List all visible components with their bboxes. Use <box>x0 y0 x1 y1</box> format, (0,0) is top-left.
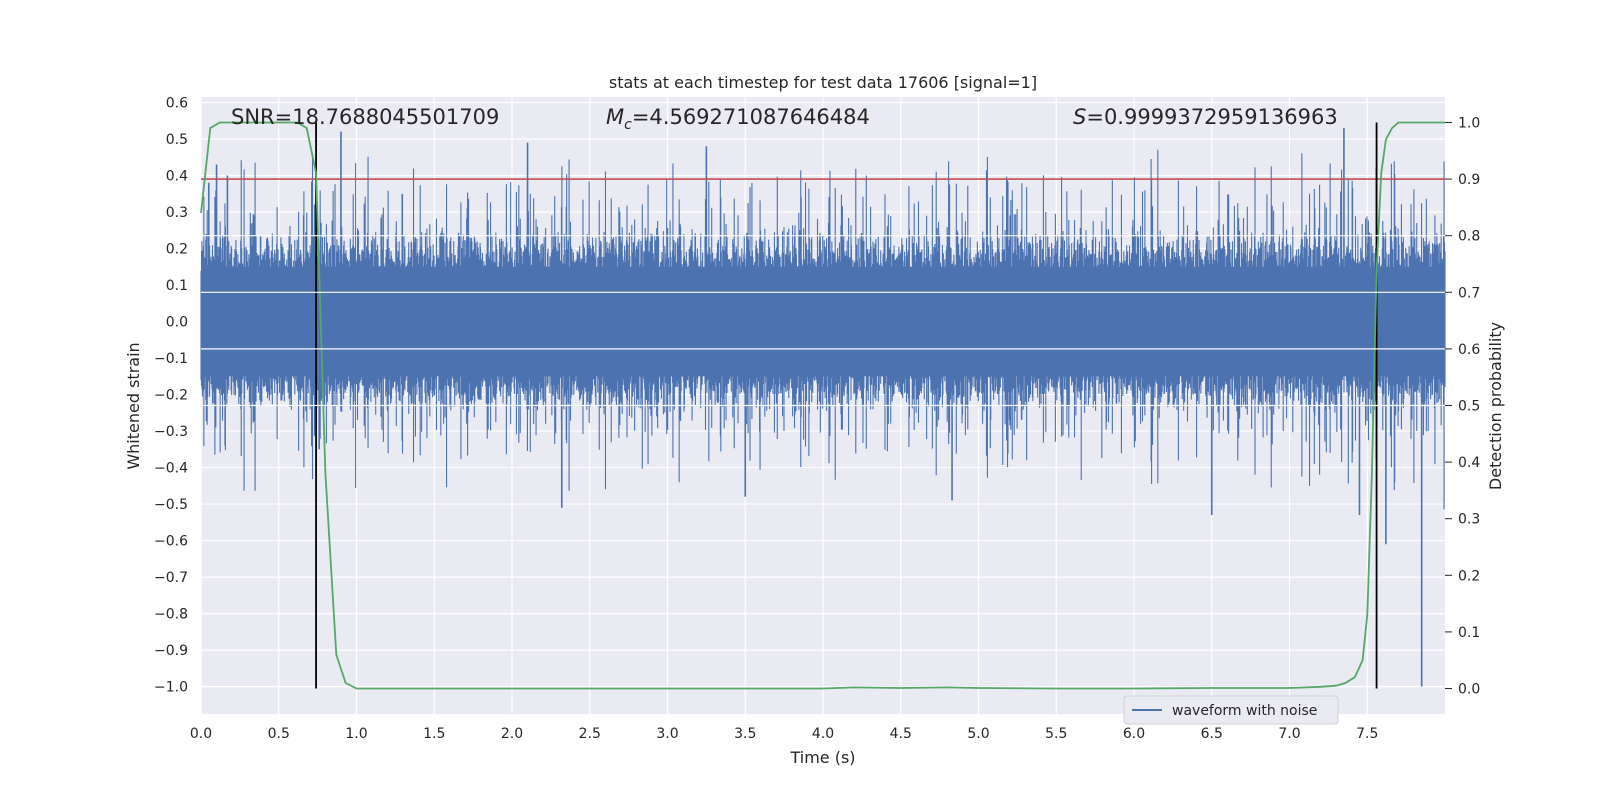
y-right-tick-label: 0.3 <box>1458 512 1480 528</box>
right-axis-gridlines <box>201 235 1445 407</box>
y-right-tick-label: 1.0 <box>1458 115 1480 131</box>
y-right-tick-label: 0.2 <box>1458 568 1480 584</box>
y-left-tick-label: 0.2 <box>166 242 188 258</box>
x-tick-label: 5.0 <box>967 726 989 742</box>
y-left-axis-label: Whitened strain <box>124 342 143 469</box>
x-tick-label: 4.0 <box>812 726 834 742</box>
significance-symbol: S <box>1073 105 1086 129</box>
x-tick-label: 7.0 <box>1278 726 1300 742</box>
x-tick-label: 6.0 <box>1123 726 1145 742</box>
y-left-tick-label: 0.3 <box>166 205 188 221</box>
waveform-core-band <box>201 266 1445 377</box>
y-left-tick-label: 0.5 <box>166 132 188 148</box>
x-tick-label: 3.5 <box>734 726 756 742</box>
x-tick-label: 5.5 <box>1045 726 1067 742</box>
y-right-tick-label: 0.4 <box>1458 455 1480 471</box>
y-right-tick-label: 0.8 <box>1458 229 1480 245</box>
y-left-tick-label: −0.5 <box>154 497 188 513</box>
y-left-tick-label: 0.0 <box>166 315 188 331</box>
chirp-mass-annotation: Mc=4.569271087646484 <box>606 105 870 133</box>
y-left-tick-label: −0.4 <box>154 461 188 477</box>
y-left-tick-label: −0.6 <box>154 534 188 550</box>
x-tick-label: 3.0 <box>656 726 678 742</box>
x-tick-label: 1.5 <box>423 726 445 742</box>
y-right-tick-label: 0.5 <box>1458 399 1480 415</box>
y-right-tick-label: 0.6 <box>1458 342 1480 358</box>
y-left-tick-label: 0.6 <box>166 95 188 111</box>
probability-line <box>200 121 1445 690</box>
x-tick-label: 2.0 <box>501 726 523 742</box>
x-tick-label: 7.5 <box>1356 726 1378 742</box>
x-axis-ticks: 0.0 0.5 1.0 1.5 2.0 2.5 3.0 3.5 4.0 4.5 5.0 5.5 6.0 6… <box>190 726 1379 742</box>
chirp-mass-symbol: M <box>606 105 624 129</box>
significance-value: =0.9999372959136963 <box>1086 105 1337 129</box>
y-left-tick-label: −0.8 <box>154 607 188 623</box>
y-left-tick-label: 0.1 <box>166 278 188 294</box>
y-right-tick-label: 0.9 <box>1458 172 1480 188</box>
y-right-tick-label: 0.0 <box>1458 682 1480 698</box>
snr-annotation: SNR=18.7688045501709 <box>231 105 499 129</box>
legend: waveform with noise <box>1123 695 1339 725</box>
x-tick-label: 6.5 <box>1201 726 1223 742</box>
legend-label-waveform: waveform with noise <box>1172 703 1317 719</box>
y-left-tick-label: −0.7 <box>154 570 188 586</box>
x-tick-label: 4.5 <box>890 726 912 742</box>
y-left-axis-ticks: 0.6 0.5 0.4 0.3 0.2 0.1 0.0 −0.1 −0.2 −0.3 −0.4 −0.… <box>154 95 188 695</box>
x-axis-label: Time (s) <box>789 748 855 767</box>
y-right-axis-label: Detection probability <box>1486 322 1505 490</box>
x-tick-label: 0.0 <box>190 726 212 742</box>
y-right-tick-label: 0.7 <box>1458 285 1480 301</box>
y-right-tick-label: 0.1 <box>1458 625 1480 641</box>
x-tick-label: 2.5 <box>579 726 601 742</box>
significance-annotation: S=0.9999372959136963 <box>1073 105 1338 129</box>
y-right-axis-ticks: 1.0 0.9 0.8 0.7 0.6 0.5 0.4 0.3 0.2 0.1 0.0 <box>1445 115 1480 698</box>
waveform-series <box>200 128 1446 687</box>
y-left-tick-label: −0.2 <box>154 388 188 404</box>
chirp-mass-value: =4.569271087646484 <box>632 105 870 129</box>
chart-title: stats at each timestep for test data 176… <box>609 73 1037 92</box>
x-tick-label: 1.0 <box>345 726 367 742</box>
y-left-tick-label: −0.1 <box>154 351 188 367</box>
y-left-tick-label: 0.4 <box>166 168 188 184</box>
y-left-tick-label: −1.0 <box>154 680 188 696</box>
y-left-tick-label: −0.9 <box>154 643 188 659</box>
y-left-tick-label: −0.3 <box>154 424 188 440</box>
legend-box <box>1123 695 1339 725</box>
chirp-mass-subscript: c <box>624 117 632 133</box>
probability-series <box>200 121 1445 690</box>
x-tick-label: 0.5 <box>268 726 290 742</box>
